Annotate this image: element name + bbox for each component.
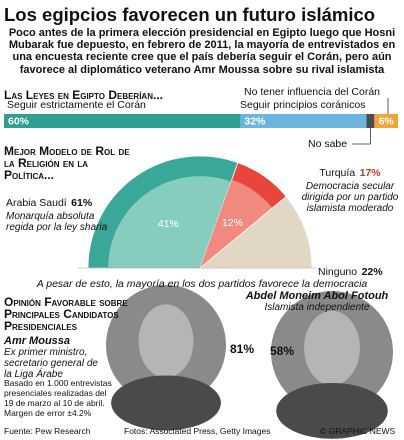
value-label: 17% (359, 167, 381, 179)
source: Fuente: Pew Research (4, 426, 91, 436)
legend-label: No sabe (308, 138, 348, 150)
inner-value-label: 12% (222, 217, 243, 229)
leader-line (352, 128, 371, 145)
note: Basado en 1.000 entrevistas presenciales… (4, 378, 112, 418)
value-label: 60% (8, 116, 30, 128)
legend-label: Seguir principios coránicos (238, 99, 368, 111)
bar-segment (4, 114, 241, 128)
value-label: 32% (244, 116, 266, 128)
bar-segment (240, 114, 367, 128)
photo-face (304, 310, 360, 386)
category-label: Arabia Saudí 61% Monarquía absoluta regi… (6, 193, 118, 233)
chart-title: Mejor Modelo de Rol de la Religión en la… (4, 144, 130, 182)
category-label: Ninguno 22% (318, 262, 383, 280)
category-description: Democracia secular dirigida por un parti… (301, 181, 399, 214)
category-description: Monarquía absoluta regida por la ley sha… (6, 211, 108, 233)
inner-wedge (200, 179, 273, 268)
value-label: 22% (361, 266, 383, 278)
favorable-value: 81% (230, 342, 255, 356)
candidate-description: Islamista independiente (264, 302, 370, 313)
category-name: Ninguno (318, 266, 358, 278)
bar-segment (374, 114, 398, 128)
value-label: 61% (71, 197, 93, 209)
section-title: Opinión Favorable sobre Principales Cand… (4, 295, 128, 333)
chart-title: Las Leyes en Egipto Deberían... (4, 88, 163, 102)
legend-label: No tener influencia del Corán (244, 86, 380, 98)
candidate-name: Abdel Moneim Abol Fotouh (245, 290, 389, 302)
category-label: Turquía 17% Democracia secular dirigida … (300, 163, 400, 214)
inner-wedge (108, 176, 232, 268)
wedge (198, 196, 313, 269)
photo-shoulders (111, 375, 221, 431)
photo-credit: Fotos: Associated Press, Getty Images (124, 426, 271, 436)
photo-shoulders (276, 383, 388, 439)
annotation: A pesar de esto, la mayoría en los dos p… (36, 278, 368, 290)
category-name: Arabia Saudí (6, 197, 67, 209)
candidate-description: Ex primer ministro, secretario general d… (4, 347, 98, 380)
candidate-name: Amr Moussa (4, 335, 71, 347)
category-name: Turquía (319, 167, 356, 179)
photo-face (138, 304, 194, 378)
favorable-value: 58% (270, 344, 295, 358)
candidate-info: Abdel Moneim Abol Fotouh Islamista indep… (232, 290, 402, 313)
subtitle: Poco antes de la primera elección presid… (8, 27, 396, 76)
bar-segment (366, 114, 375, 128)
candidate-info: Amr Moussa Ex primer ministro, secretari… (4, 335, 102, 380)
legend-label: Seguir estrictamente el Corán (5, 99, 150, 111)
value-label: 6% (379, 116, 395, 128)
title: Los egipcios favorecen un futuro islámic… (4, 4, 376, 25)
inner-value-label: 41% (158, 218, 179, 230)
credit: © GRAPHIC NEWS (320, 426, 396, 436)
